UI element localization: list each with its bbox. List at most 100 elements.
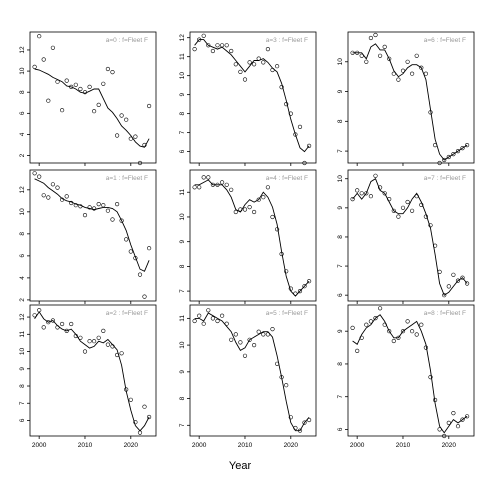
observation-point <box>59 197 65 202</box>
observation-point <box>265 46 271 52</box>
observation-point <box>87 205 92 210</box>
observation-point <box>275 361 280 366</box>
observation-point <box>229 48 234 54</box>
panel-a0: 2 4 6 8 10 12 a=0 : f=Fleet F <box>19 31 157 166</box>
observation-point <box>192 46 197 52</box>
observation-point <box>224 182 229 187</box>
panel-label: a=0 : f=Fleet F <box>106 37 148 44</box>
observation-point <box>433 243 438 248</box>
observation-point <box>460 275 465 280</box>
observation-point <box>451 411 456 416</box>
observation-point <box>41 325 46 330</box>
fit-line <box>194 312 310 432</box>
panel-a3: 6 7 8 9 10 11 12 a=3 : f=Fleet F <box>179 31 317 166</box>
observation-point <box>215 318 220 324</box>
observation-point <box>210 182 215 187</box>
observation-point <box>50 45 56 50</box>
observation-point <box>419 65 424 70</box>
observation-point <box>442 157 447 163</box>
y-tick-label: 7 <box>179 423 186 427</box>
observation-point <box>32 64 37 69</box>
observation-point <box>368 194 374 199</box>
y-tick-label: 8 <box>19 232 26 236</box>
observation-point <box>105 208 110 213</box>
observation-point <box>302 420 307 425</box>
observation-point <box>59 108 65 113</box>
observation-point <box>387 56 392 61</box>
y-tick-label: 9 <box>19 367 26 371</box>
observation-point <box>297 124 303 129</box>
observation-point <box>59 321 65 327</box>
observation-point <box>279 84 284 90</box>
observation-point <box>73 203 78 208</box>
observation-point <box>238 207 243 212</box>
y-tick-label: 7 <box>337 149 344 153</box>
observation-point <box>410 329 415 334</box>
observation-point <box>261 60 266 65</box>
observation-point <box>128 397 133 402</box>
observation-point <box>252 343 257 348</box>
fit-line <box>34 311 150 432</box>
y-tick-label: 2 <box>19 153 26 157</box>
observation-point <box>419 322 424 327</box>
observation-point <box>114 352 120 358</box>
observation-point <box>446 420 451 426</box>
observation-point <box>247 60 252 65</box>
observation-point <box>455 278 461 283</box>
observation-point <box>210 316 215 321</box>
observation-point <box>220 180 225 185</box>
observation-point <box>382 191 387 196</box>
observation-point <box>133 134 138 139</box>
observation-point <box>378 53 383 58</box>
observation-point <box>137 272 143 277</box>
observation-point <box>206 43 211 48</box>
y-tick-label: 11 <box>179 188 186 195</box>
observation-point <box>110 69 115 75</box>
observation-point <box>147 103 152 109</box>
observation-point <box>451 152 456 157</box>
observation-point <box>96 202 101 207</box>
fit-line <box>352 178 468 296</box>
observation-point <box>359 53 364 58</box>
y-tick-label: 7 <box>337 264 344 268</box>
observation-point <box>256 329 261 334</box>
observation-point <box>91 206 97 211</box>
observation-point <box>396 77 401 82</box>
observation-point <box>229 187 234 192</box>
panel-label: a=8 : f=Fleet F <box>424 310 466 317</box>
observation-point <box>32 171 37 176</box>
panel-label: a=5 : f=Fleet F <box>266 310 308 317</box>
observation-point <box>414 332 419 337</box>
observation-point <box>55 185 60 190</box>
observation-point <box>142 142 147 148</box>
observation-point <box>82 349 88 354</box>
observation-point <box>302 160 307 166</box>
panel-label: a=1 : f=Fleet F <box>106 175 148 182</box>
y-tick-label: 9 <box>179 92 186 96</box>
observation-point <box>391 338 396 344</box>
observation-point <box>378 185 383 190</box>
observation-point <box>220 43 225 48</box>
plot-frame <box>189 31 317 164</box>
observation-point <box>382 322 387 327</box>
observation-point <box>442 293 447 298</box>
panel-label: a=7 : f=Fleet F <box>424 175 466 182</box>
observation-point <box>465 414 470 419</box>
observation-point <box>206 308 211 313</box>
observation-point <box>137 160 143 166</box>
y-tick-label: 8 <box>337 119 344 123</box>
observation-point <box>355 348 360 354</box>
observation-point <box>423 214 429 219</box>
observation-point <box>293 132 298 137</box>
y-tick-label: 7 <box>337 395 344 399</box>
observation-point <box>256 56 261 61</box>
observation-point <box>133 420 138 425</box>
plot-frame <box>347 304 475 437</box>
observation-point <box>78 86 83 92</box>
observation-point <box>124 387 129 392</box>
observation-point <box>284 383 289 388</box>
y-tick-label: 8 <box>179 111 186 115</box>
observation-point <box>119 218 124 223</box>
y-tick-label: 8 <box>19 384 26 388</box>
observation-point <box>405 319 410 324</box>
